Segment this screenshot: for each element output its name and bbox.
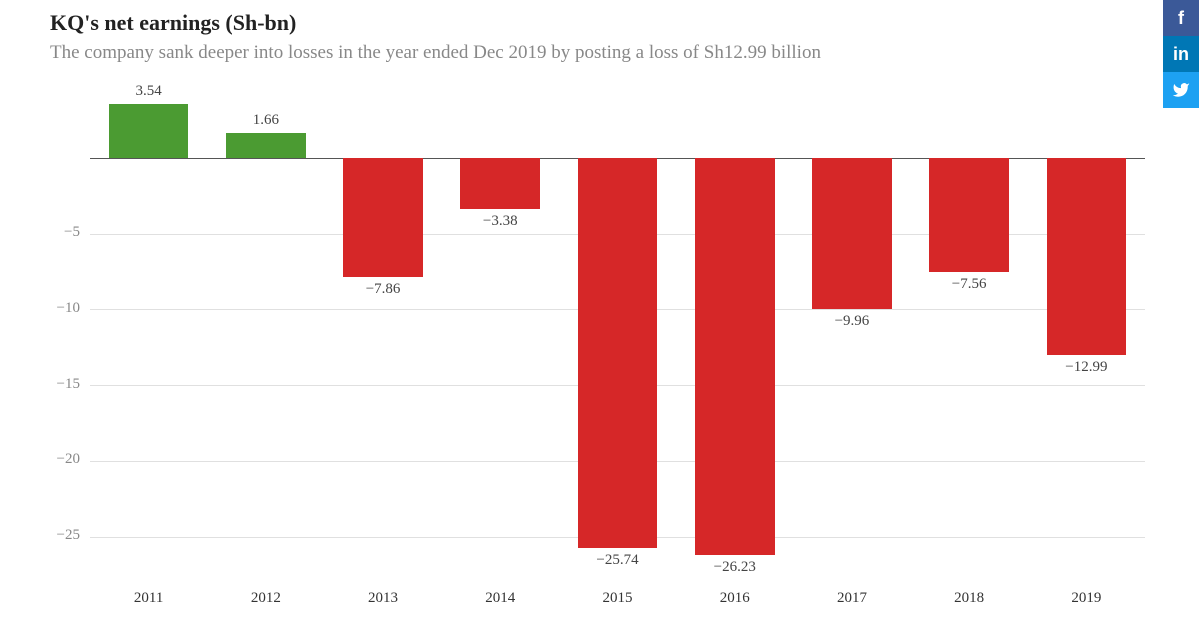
- linkedin-icon: in: [1173, 44, 1189, 65]
- bar: [460, 158, 540, 209]
- bar-value-label: −7.86: [324, 281, 441, 298]
- bar: [1047, 158, 1127, 355]
- y-tick-label: −25: [50, 527, 80, 544]
- twitter-icon: [1172, 81, 1190, 99]
- x-tick-label: 2012: [207, 590, 324, 607]
- chart-title: KQ's net earnings (Sh-bn): [50, 10, 1149, 36]
- chart-area: −5 −10 −15 −20 −25 3.54 2011 1.66 2012 −7.86 2013 −…: [50, 82, 1149, 620]
- x-tick-label: 2015: [559, 590, 676, 607]
- x-tick-label: 2014: [442, 590, 559, 607]
- share-facebook-button[interactable]: f: [1163, 0, 1199, 36]
- share-linkedin-button[interactable]: in: [1163, 36, 1199, 72]
- x-tick-label: 2019: [1028, 590, 1145, 607]
- x-tick-label: 2011: [90, 590, 207, 607]
- x-tick-label: 2016: [676, 590, 793, 607]
- y-tick-label: −5: [50, 224, 80, 241]
- y-tick-label: −20: [50, 451, 80, 468]
- bar: [578, 158, 658, 548]
- bar-value-label: −25.74: [559, 552, 676, 569]
- x-tick-label: 2013: [324, 590, 441, 607]
- bar-value-label: 3.54: [90, 83, 207, 100]
- x-tick-label: 2017: [793, 590, 910, 607]
- bar-value-label: −7.56: [911, 276, 1028, 293]
- y-tick-label: −15: [50, 376, 80, 393]
- bar-value-label: 1.66: [207, 112, 324, 129]
- chart-subtitle: The company sank deeper into losses in t…: [50, 42, 1149, 64]
- share-twitter-button[interactable]: [1163, 72, 1199, 108]
- bar: [226, 133, 306, 158]
- share-bar: f in: [1163, 0, 1199, 108]
- bar-value-label: −9.96: [793, 313, 910, 330]
- facebook-icon: f: [1178, 8, 1184, 29]
- x-tick-label: 2018: [911, 590, 1028, 607]
- bar: [109, 104, 189, 158]
- bar-value-label: −3.38: [442, 213, 559, 230]
- bar: [929, 158, 1009, 273]
- bar-value-label: −12.99: [1028, 359, 1145, 376]
- bar: [812, 158, 892, 309]
- bar: [343, 158, 423, 277]
- y-tick-label: −10: [50, 300, 80, 317]
- bar-value-label: −26.23: [676, 559, 793, 576]
- bar: [695, 158, 775, 555]
